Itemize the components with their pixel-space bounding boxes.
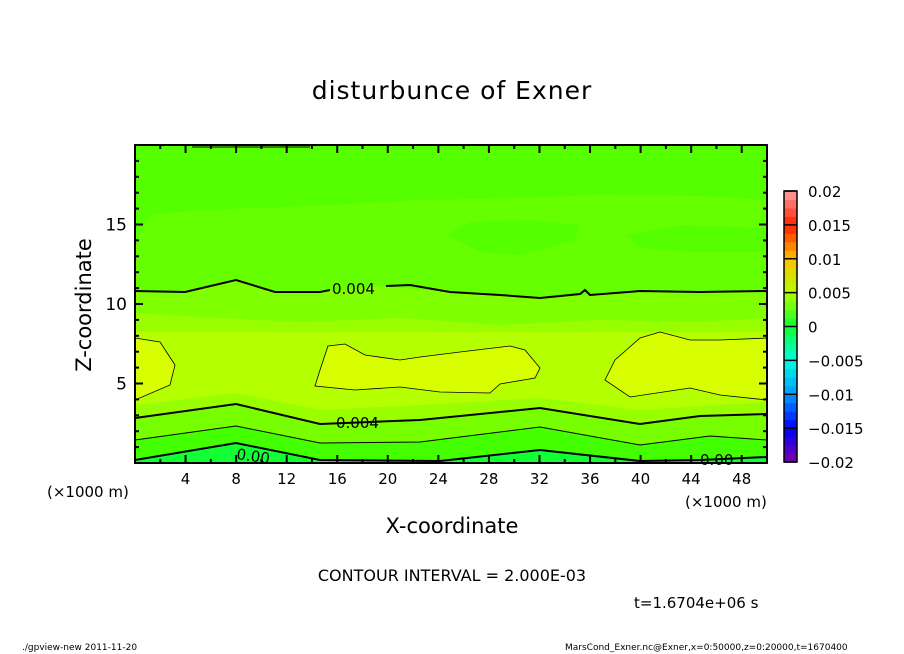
footer-left: ./gpview-new 2011-11-20 — [22, 643, 138, 653]
colorbar-band — [784, 377, 797, 387]
y-unit-label: (×1000 m) — [47, 483, 129, 501]
colorbar-tick-label: 0 — [808, 319, 818, 337]
colorbar-tick-label: −0.02 — [808, 454, 854, 472]
x-tick-label: 12 — [277, 470, 296, 488]
colorbar-band — [784, 250, 797, 260]
y-tick-label: 10 — [105, 295, 127, 315]
colorbar-band — [784, 445, 797, 455]
colorbar-frame — [783, 190, 798, 463]
x-tick-label: 24 — [429, 470, 448, 488]
colorbar-tick-label: 0.005 — [808, 285, 851, 303]
contour-label: 0.00 — [235, 445, 271, 467]
colorbar-band — [784, 318, 797, 327]
colorbar-band — [784, 191, 797, 200]
contour-fill — [135, 145, 767, 463]
x-axis: 4 8 12 16 20 24 28 32 36 40 44 48 — [159, 145, 751, 488]
colorbar-band — [784, 275, 797, 285]
contour-label: 0.004 — [336, 414, 379, 432]
x-tick-label: 40 — [631, 470, 650, 488]
colorbar-band — [784, 233, 797, 243]
colorbar-band — [784, 351, 797, 361]
colorbar-band — [784, 419, 797, 429]
x-tick-label: 20 — [378, 470, 397, 488]
y-tick-label: 5 — [116, 375, 127, 395]
colorbar-band — [784, 368, 797, 378]
blob-right — [604, 331, 767, 401]
colorbar-band — [784, 267, 797, 277]
contour-left-0006 — [135, 337, 176, 401]
x-tick-label: 4 — [181, 470, 191, 488]
x-tick-label: 16 — [328, 470, 347, 488]
colorbar-band — [784, 334, 797, 344]
colorbar-tick-label: −0.01 — [808, 386, 854, 404]
y-tick-label: 15 — [105, 216, 127, 236]
colorbar-band — [784, 326, 797, 336]
x-tick-label: 36 — [580, 470, 599, 488]
colorbar-band — [784, 241, 797, 251]
colorbar-band — [784, 284, 797, 294]
colorbar-tick-label: −0.005 — [808, 352, 864, 370]
x-unit-label: (×1000 m) — [685, 493, 767, 511]
colorbar-band — [784, 385, 797, 395]
colorbar-band — [784, 436, 797, 446]
x-tick-label: 8 — [231, 470, 241, 488]
x-tick-label: 28 — [479, 470, 498, 488]
colorbar-band — [784, 301, 797, 311]
colorbar-band — [784, 224, 797, 234]
time-label: t=1.6704e+06 s — [634, 594, 759, 612]
x-axis-label: X-coordinate — [385, 514, 519, 538]
patch-upper-right — [625, 225, 767, 252]
colorbar-band — [784, 402, 797, 412]
contour-labels: 0.004 0.004 0.00 0.00 — [235, 280, 733, 469]
colorbar-band — [784, 360, 797, 370]
colorbar-tick-label: 0.02 — [808, 183, 841, 201]
colorbar-band — [784, 199, 797, 209]
x-tick-label: 32 — [530, 470, 549, 488]
colorbar-tick-label: −0.015 — [808, 420, 864, 438]
x-tick-label: 44 — [682, 470, 701, 488]
x-tick-label: 48 — [732, 470, 751, 488]
contour-interval: CONTOUR INTERVAL = 2.000E-03 — [317, 566, 587, 585]
colorbar-band — [784, 428, 797, 438]
colorbar-band — [784, 258, 797, 268]
colorbar-band — [784, 343, 797, 353]
colorbar-band — [784, 216, 797, 226]
contour-upper-0004 — [135, 278, 767, 300]
colorbar-tick-label: 0.01 — [808, 251, 841, 269]
chart-title: disturbunce of Exner — [311, 76, 593, 105]
patch-upper-mid — [445, 220, 580, 255]
colorbar: 0.02 0.015 0.01 0.005 0 −0.005 −0.01 −0.015 −0.0… — [783, 183, 864, 472]
blob-mid — [314, 343, 541, 394]
colorbar-band — [784, 309, 797, 319]
colorbar-tick-label: 0.015 — [808, 217, 851, 235]
footer-right: MarsCond_Exner.nc@Exner,x=0:50000,z=0:20… — [565, 643, 848, 653]
colorbar-band — [784, 207, 797, 217]
blob-left — [135, 338, 175, 400]
colorbar-band — [784, 453, 797, 463]
colorbar-band — [784, 394, 797, 404]
y-axis: 5 10 15 — [105, 159, 767, 449]
contour-label: 0.004 — [332, 280, 375, 298]
colorbar-band — [784, 292, 797, 302]
colorbar-band — [784, 411, 797, 421]
